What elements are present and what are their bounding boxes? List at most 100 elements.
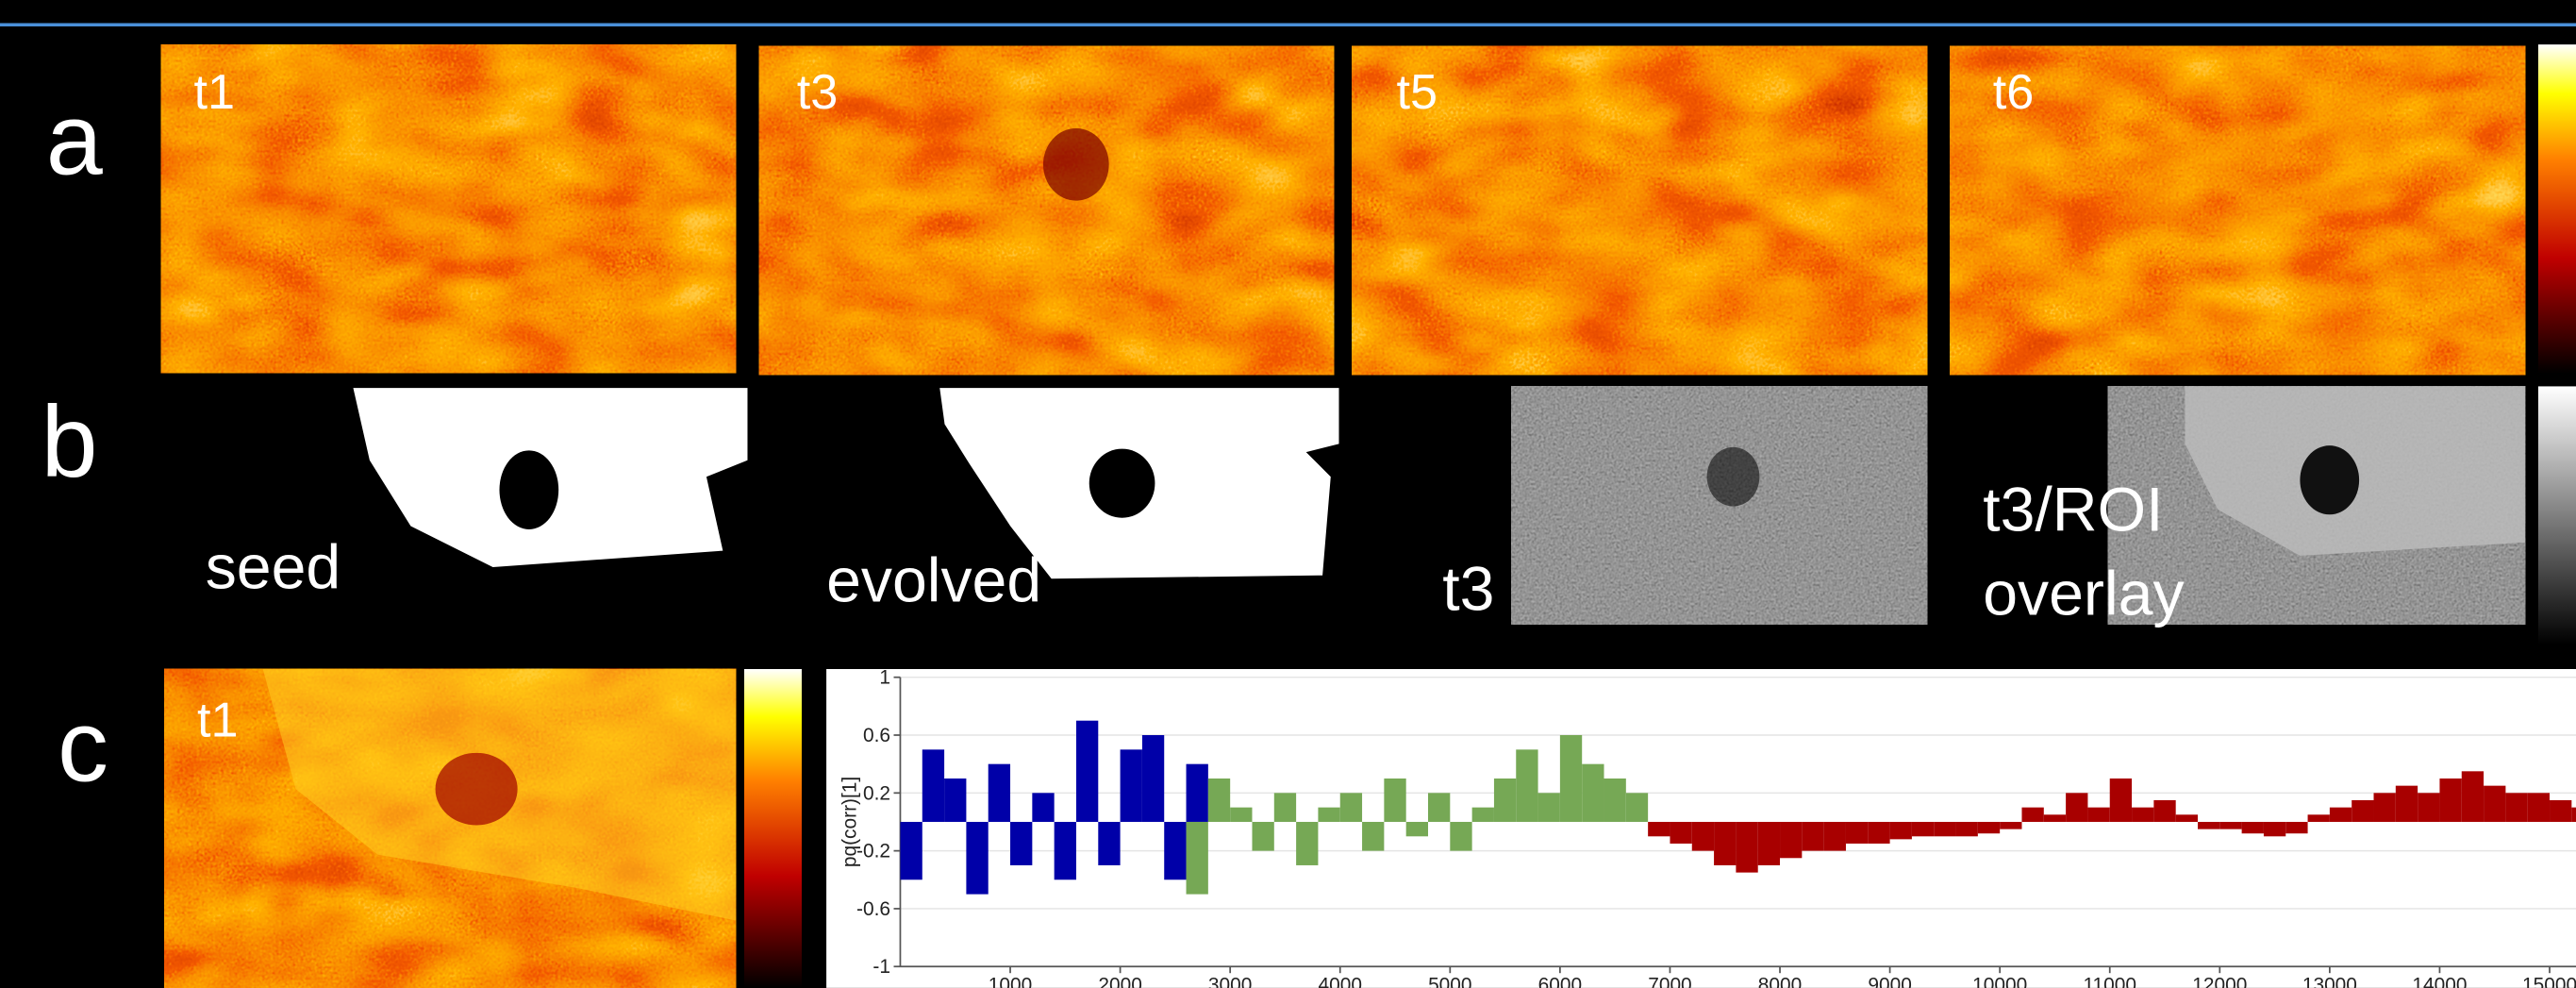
area-segment <box>1055 822 1076 879</box>
area-segment <box>2396 786 2418 822</box>
area-segment <box>1934 822 1955 836</box>
area-segment <box>2439 779 2461 822</box>
lesion <box>1707 447 1760 507</box>
area-segment <box>2044 814 2066 822</box>
area-segment <box>1846 822 1868 844</box>
area-segment <box>2285 822 2307 833</box>
area-segment <box>1912 822 1934 836</box>
area-segment <box>2462 771 2484 822</box>
area-segment <box>944 779 966 822</box>
x-tick-label: 6000 <box>1538 974 1582 988</box>
area-segment <box>1187 764 1208 822</box>
area-segment <box>1208 779 1230 822</box>
x-tick-label: 9000 <box>1868 974 1911 988</box>
area-segment <box>966 822 988 895</box>
lesion <box>436 753 518 826</box>
area-segment <box>2484 786 2505 822</box>
area-segment <box>2308 814 2330 822</box>
area-segment <box>1428 793 1450 822</box>
area-segment <box>1516 749 1537 822</box>
image-label: t6 <box>1993 65 2035 120</box>
area-segment <box>2110 779 2132 822</box>
y-tick-label: 0.6 <box>863 725 890 746</box>
image-label: t3/ROI <box>1983 476 2163 545</box>
x-tick-label: 1000 <box>989 974 1032 988</box>
area-segment <box>2153 800 2175 822</box>
figure: a t1 t3 t5 t6 b seed evolved t3 t3/ROI o… <box>0 0 2576 988</box>
y-tick-label: 1 <box>879 667 890 689</box>
area-segment <box>1362 822 1384 851</box>
colorbar <box>2538 44 2576 373</box>
mask-hole <box>1089 449 1155 518</box>
area-segment <box>1956 822 1978 836</box>
area-segment <box>1670 822 1691 844</box>
area-segment <box>1252 822 1273 851</box>
image-label: t3 <box>1442 554 1494 624</box>
area-segment <box>1626 793 1648 822</box>
area-segment <box>1076 721 1098 822</box>
area-segment <box>1164 822 1186 879</box>
heatmap <box>1950 46 2525 375</box>
area-segment <box>2264 822 2285 836</box>
area-segment <box>2571 808 2576 822</box>
area-segment <box>922 749 944 822</box>
area-segment <box>1450 822 1471 851</box>
image-label: seed <box>206 533 341 603</box>
area-segment <box>2132 808 2153 822</box>
colorbar <box>744 669 802 988</box>
area-segment <box>1802 822 1823 851</box>
area-segment <box>2176 814 2198 822</box>
area-segment <box>2352 800 2373 822</box>
area-segment <box>1736 822 1757 873</box>
heatmap <box>759 46 1335 375</box>
area-segment <box>1384 779 1405 822</box>
area-segment <box>1978 822 2000 833</box>
panel-label: b <box>42 384 98 498</box>
area-segment <box>2505 793 2527 822</box>
area-segment <box>1538 793 1560 822</box>
heatmap <box>161 44 737 373</box>
area-segment <box>2000 822 2021 829</box>
y-axis-label: pq(corr)[1] <box>839 777 860 867</box>
area-segment <box>1296 822 1318 865</box>
x-tick-label: 5000 <box>1428 974 1471 988</box>
y-tick-label: 0.2 <box>863 782 890 804</box>
panel-label: c <box>58 688 108 802</box>
x-tick-label: 10000 <box>1972 974 2027 988</box>
mask-hole <box>499 450 558 529</box>
area-segment <box>2550 800 2571 822</box>
area-segment <box>1274 793 1296 822</box>
area-segment <box>1714 822 1736 865</box>
area-segment <box>2374 793 2396 822</box>
area-segment <box>2330 808 2352 822</box>
area-segment <box>1560 735 1582 822</box>
y-tick-label: -1 <box>873 956 890 978</box>
x-tick-label: 2000 <box>1098 974 1141 988</box>
x-tick-label: 8000 <box>1758 974 1802 988</box>
area-segment <box>1494 779 1516 822</box>
x-tick-label: 12000 <box>2192 974 2247 988</box>
area-segment <box>1121 749 1142 822</box>
area-segment <box>1187 822 1208 895</box>
area-segment <box>1010 822 1032 865</box>
area-segment <box>1824 822 1846 851</box>
x-tick-label: 13000 <box>2302 974 2357 988</box>
area-segment <box>1472 808 1494 822</box>
lesion <box>2300 445 2359 514</box>
heatmap <box>1352 46 1927 375</box>
y-tick-label: -0.2 <box>856 841 890 862</box>
area-segment <box>1758 822 1780 865</box>
area-segment <box>2528 793 2550 822</box>
lesion <box>1043 128 1109 201</box>
x-tick-label: 3000 <box>1208 974 1252 988</box>
area-segment <box>1230 808 1252 822</box>
heatmap-row <box>161 44 2576 375</box>
panel-label: a <box>46 82 104 196</box>
area-segment <box>1032 793 1054 822</box>
area-segment <box>1406 822 1428 836</box>
x-tick-label: 7000 <box>1648 974 1691 988</box>
area-segment <box>1890 822 1912 839</box>
image-label: t1 <box>197 693 239 747</box>
area-segment <box>2087 808 2109 822</box>
area-segment <box>1604 779 1626 822</box>
